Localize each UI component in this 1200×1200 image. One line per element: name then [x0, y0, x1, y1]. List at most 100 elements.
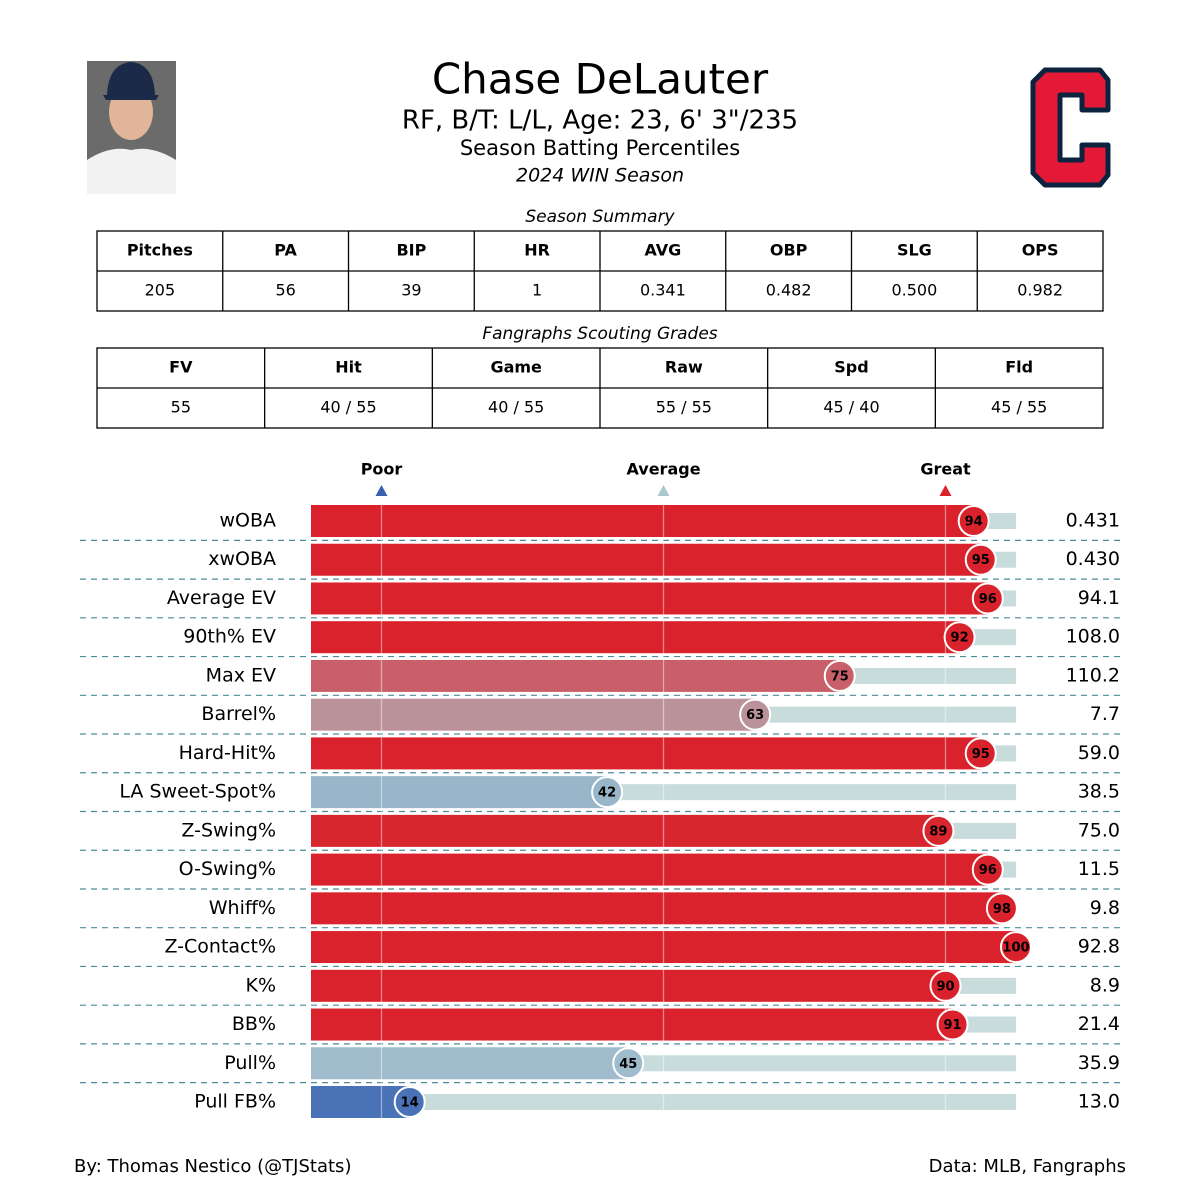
bar: [311, 776, 608, 809]
player-info: RF, B/T: L/L, Age: 23, 6' 3"/235: [402, 106, 798, 136]
percentile-dot: [393, 1086, 426, 1118]
category-label: Whiff%: [209, 897, 276, 919]
category-label: Z-Contact%: [164, 936, 276, 958]
bar: [311, 737, 981, 770]
percentile-label: 95: [972, 553, 990, 568]
table-cell: 40 / 55: [320, 398, 376, 417]
table-header: Raw: [665, 358, 703, 377]
percentile-dot: [943, 621, 976, 654]
stat-value: 110.2: [1066, 664, 1120, 686]
stat-value: 75.0: [1078, 819, 1120, 841]
category-label: Pull FB%: [194, 1091, 276, 1113]
stat-value: 59.0: [1078, 742, 1120, 764]
bar: [311, 505, 974, 537]
marker-label: Great: [920, 460, 971, 479]
stat-value: 38.5: [1078, 781, 1120, 803]
stat-value: 92.8: [1078, 936, 1120, 958]
table-header: AVG: [644, 241, 681, 260]
category-label: Max EV: [206, 664, 276, 686]
bar: [311, 931, 1016, 964]
category-label: LA Sweet-Spot%: [119, 781, 276, 803]
percentile-label: 100: [1002, 941, 1029, 956]
category-label: 90th% EV: [183, 626, 276, 648]
subtitle: Season Batting Percentiles: [460, 136, 740, 160]
table-header: OBP: [770, 241, 808, 260]
bar: [311, 582, 988, 615]
percentile-label: 95: [972, 747, 990, 762]
bar: [311, 659, 840, 692]
bar: [311, 969, 946, 1002]
percentile-label: 14: [401, 1096, 419, 1111]
percentile-dot: [591, 776, 624, 809]
percentile-dot: [936, 1008, 969, 1041]
bar: [311, 853, 988, 886]
table-cell: 45 / 40: [823, 398, 879, 417]
table-cell: 0.341: [640, 281, 686, 300]
marker-label: Poor: [361, 460, 403, 479]
marker-label: Average: [626, 460, 700, 479]
team-logo: [1030, 67, 1111, 188]
marker-triangle: [939, 485, 952, 496]
table-cell: 1: [532, 281, 542, 300]
percentile-dot: [612, 1047, 645, 1080]
stat-value: 13.0: [1078, 1091, 1120, 1113]
bar: [311, 621, 960, 654]
source: Data: MLB, Fangraphs: [929, 1156, 1126, 1177]
player-name: Chase DeLauter: [432, 55, 769, 104]
table-header: FV: [169, 358, 193, 377]
bar: [311, 1008, 953, 1041]
percentile-label: 90: [936, 979, 954, 994]
bar: [311, 1047, 629, 1080]
table-cell: 205: [145, 281, 176, 300]
table-cell: 0.500: [891, 281, 937, 300]
percentile-label: 94: [965, 515, 983, 530]
percentile-dot: [964, 543, 997, 576]
category-label: Z-Swing%: [181, 819, 276, 841]
stat-value: 8.9: [1090, 974, 1120, 996]
category-label: xwOBA: [208, 548, 276, 570]
table-header: Spd: [834, 358, 868, 377]
stat-value: 9.8: [1090, 897, 1120, 919]
table-title: Fangraphs Scouting Grades: [482, 324, 717, 344]
table-header: BIP: [396, 241, 426, 260]
percentile-dot: [929, 969, 962, 1002]
stat-value: 35.9: [1078, 1052, 1120, 1074]
stat-value: 108.0: [1066, 626, 1120, 648]
category-label: Hard-Hit%: [179, 742, 276, 764]
percentile-dot: [971, 853, 1004, 886]
category-label: O-Swing%: [179, 858, 276, 880]
percentile-dot: [964, 737, 997, 770]
percentile-dot: [823, 659, 856, 692]
season: 2024 WIN Season: [516, 165, 684, 187]
table-cell: 0.482: [766, 281, 812, 300]
table-title: Season Summary: [525, 207, 675, 227]
table-header: Game: [490, 358, 542, 377]
category-label: K%: [245, 974, 276, 996]
table-cell: 0.982: [1017, 281, 1063, 300]
table-cell: 56: [275, 281, 295, 300]
marker-triangle: [375, 485, 388, 496]
percentile-label: 98: [993, 902, 1011, 917]
marker-triangle: [657, 485, 670, 496]
stat-value: 0.430: [1066, 548, 1120, 570]
percentile-dot: [985, 892, 1018, 925]
table-cell: 55 / 55: [656, 398, 712, 417]
bar: [311, 892, 1002, 925]
stat-value: 94.1: [1078, 587, 1120, 609]
table-cell: 45 / 55: [991, 398, 1047, 417]
percentile-label: 75: [831, 669, 849, 684]
bar: [311, 814, 939, 847]
percentile-dot: [1000, 931, 1032, 964]
bar: [311, 698, 756, 731]
percentile-label: 92: [951, 631, 969, 646]
percentile-label: 45: [619, 1057, 637, 1072]
category-label: Average EV: [167, 587, 276, 609]
stat-value: 7.7: [1090, 703, 1120, 725]
bar: [311, 543, 981, 576]
table-cell: 40 / 55: [488, 398, 544, 417]
percentile-label: 96: [979, 592, 997, 607]
stat-value: 21.4: [1078, 1013, 1120, 1035]
stat-value: 11.5: [1078, 858, 1120, 880]
percentile-dot: [739, 698, 772, 731]
